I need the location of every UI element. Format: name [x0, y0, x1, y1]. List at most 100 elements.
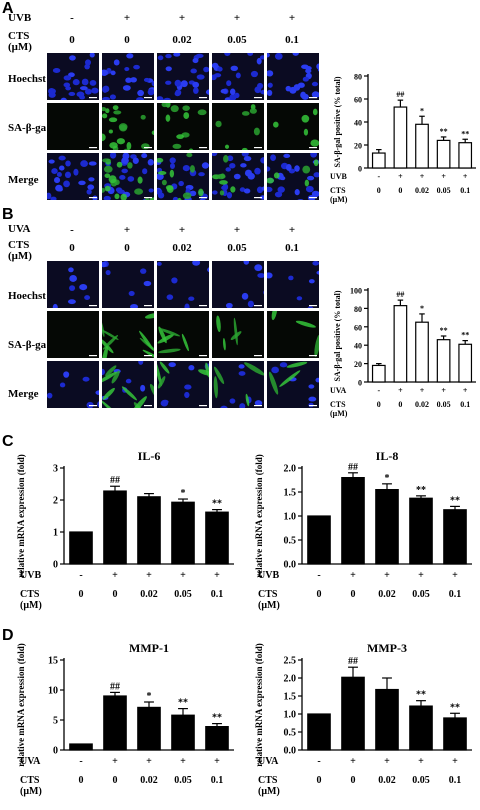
y-tick-label: 80 [354, 305, 362, 314]
condition-dose: 0.02 [378, 589, 396, 600]
merge-image [156, 152, 210, 201]
hoechst-image [101, 52, 155, 101]
row-label-hoechst: Hoechst [8, 290, 46, 302]
panel-a-uvb-label: UVB [8, 12, 32, 24]
sa-beta-gal-image [211, 310, 265, 359]
y-axis-label: relative mRNA expression (fold) [254, 454, 264, 577]
bar [103, 490, 127, 565]
condition-dose: 0.1 [449, 589, 462, 600]
y-tick-label: 40 [354, 342, 362, 351]
bar [205, 511, 229, 565]
cts-label: CTS [330, 186, 346, 195]
treatment-label: UVB [330, 172, 348, 181]
bar [409, 497, 433, 565]
condition-sign: + [146, 756, 152, 767]
significance-marker: * [385, 473, 390, 484]
condition-sign: - [79, 756, 82, 767]
condition-dose: 0 [69, 242, 75, 254]
significance-marker: * [420, 106, 424, 115]
condition-dose: 0 [113, 589, 118, 600]
bar [393, 305, 408, 383]
condition-dose: 0.1 [211, 775, 224, 786]
condition-dose: 0.05 [174, 775, 192, 786]
panel-c-letter: C [2, 433, 14, 450]
y-tick-label: 100 [350, 287, 362, 296]
row-label-hoechst: Hoechst [8, 73, 46, 85]
row-label-sa-beta-gal: SA-β-gal [8, 339, 50, 351]
significance-marker: ** [450, 495, 460, 506]
unit-label: (μM) [258, 600, 280, 611]
condition-dose: 0 [69, 34, 75, 46]
sa-beta-gal-image [156, 102, 210, 151]
significance-marker: ## [110, 681, 120, 692]
bar [307, 713, 331, 751]
significance-marker: ** [416, 690, 426, 701]
unit-label: (μM) [20, 600, 42, 611]
y-tick-label: 1.0 [284, 512, 297, 523]
condition-dose: 0 [124, 34, 130, 46]
y-axis-label: SA-β-gal positive (% total) [333, 290, 342, 381]
y-axis-label: relative mRNA expression (fold) [16, 643, 26, 766]
y-tick-label: 1.5 [284, 692, 297, 703]
bar [69, 743, 93, 751]
condition-sign: + [418, 756, 424, 767]
y-axis-label: SA-β-gal positive (% total) [333, 76, 342, 167]
condition-sign: + [288, 12, 296, 24]
condition-sign: + [288, 224, 296, 236]
significance-marker: ## [396, 90, 404, 99]
condition-dose: 0.02 [378, 775, 396, 786]
treatment-label: UVA [258, 756, 279, 767]
merge-image [101, 152, 155, 201]
bar [69, 531, 93, 565]
hoechst-image [156, 52, 210, 101]
condition-sign: + [214, 570, 220, 581]
bar [371, 364, 386, 383]
mmp3-bar-chart: MMP-3 relative mRNA expression (fold) 0.0 0… [254, 641, 472, 797]
condition-sign: - [70, 12, 74, 24]
condition-sign: - [70, 224, 74, 236]
panel-b-letter: B [2, 206, 14, 223]
condition-sign: + [350, 756, 356, 767]
condition-dose: 0 [79, 589, 84, 600]
condition-sign: + [452, 570, 458, 581]
panel-b-micrograph-grid [46, 260, 320, 410]
merge-image [211, 360, 265, 409]
sa-beta-gal-uva-bar-chart: SA-β-gal positive (% total) 0 20 40 60 80 100 -… [330, 287, 476, 418]
unit-label: (μM) [330, 409, 348, 418]
significance-marker: ** [440, 326, 448, 335]
condition-sign: + [123, 224, 131, 236]
bar [436, 339, 451, 383]
bar [371, 152, 386, 169]
significance-marker: ** [461, 129, 469, 138]
bar [409, 705, 433, 751]
bar [458, 142, 473, 169]
y-tick-label: 20 [354, 360, 362, 369]
chart-title: IL-8 [376, 449, 399, 463]
condition-sign: + [441, 172, 446, 181]
condition-sign: - [317, 570, 320, 581]
significance-marker: ## [396, 290, 404, 299]
condition-sign: - [79, 570, 82, 581]
significance-marker: ** [178, 698, 188, 709]
y-tick-label: 15 [48, 656, 58, 667]
condition-dose: 0 [79, 775, 84, 786]
condition-sign: - [377, 172, 380, 181]
condition-sign: + [398, 172, 403, 181]
cts-label: CTS [20, 589, 40, 600]
condition-dose: 0.02 [140, 589, 158, 600]
y-tick-label: 20 [354, 142, 362, 151]
y-tick-label: 0 [358, 165, 362, 174]
condition-dose: 0.1 [460, 400, 470, 409]
condition-sign: - [377, 386, 380, 395]
y-tick-label: 10 [48, 686, 58, 697]
row-label-merge: Merge [8, 388, 39, 400]
y-axis-label: relative mRNA expression (fold) [16, 454, 26, 577]
condition-sign: + [420, 172, 425, 181]
condition-dose: 0 [398, 186, 402, 195]
bar [341, 676, 365, 751]
condition-dose: 0 [398, 400, 402, 409]
hoechst-image [266, 260, 320, 309]
condition-sign: + [420, 386, 425, 395]
condition-sign: + [178, 224, 186, 236]
significance-marker: * [420, 304, 424, 313]
